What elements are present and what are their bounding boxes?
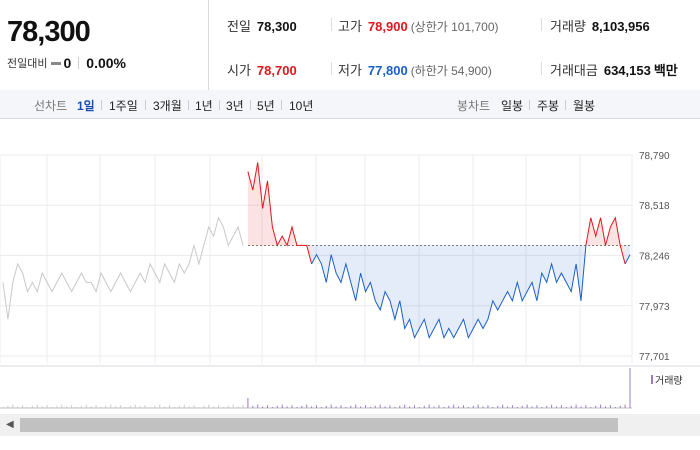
stat-prev-close: 전일 78,300 — [227, 16, 297, 35]
period-tabs: 선차트 1일 1주일 3개월 1년 3년 5년 10년 봉차트 일봉 주봉 월봉 — [0, 90, 700, 119]
y-tick-label: 78,246 — [639, 251, 670, 262]
scroll-left-icon[interactable]: ◀ — [6, 419, 14, 430]
tab-5y[interactable]: 5년 — [257, 99, 275, 113]
divider — [529, 100, 530, 110]
stat-low: 저가 77,800 (하한가 54,900) — [338, 60, 492, 79]
change-value: 0 — [63, 55, 72, 71]
divider — [281, 100, 282, 110]
divider — [331, 62, 332, 75]
stat-label: 거래량 — [550, 19, 586, 34]
down-line — [311, 245, 587, 340]
divider — [78, 57, 80, 69]
y-tick-label: 78,790 — [639, 151, 670, 162]
legend-swatch — [651, 375, 653, 384]
prev-session-line — [2, 216, 244, 320]
line-chart-label: 선차트 — [34, 99, 68, 113]
current-price: 78,300 — [7, 16, 91, 48]
chart-scrollbar[interactable]: ◀ — [0, 414, 700, 436]
stat-label: 저가 — [338, 63, 362, 78]
tab-1w[interactable]: 1주일 — [109, 99, 138, 113]
plot-area — [0, 119, 700, 364]
divider — [145, 100, 146, 110]
up-line — [247, 162, 313, 265]
y-tick-label: 78,518 — [639, 201, 670, 212]
candle-chart-label: 봉차트 — [457, 99, 491, 113]
lower-limit: (하한가 54,900) — [410, 64, 492, 78]
tab-daily[interactable]: 일봉 — [501, 99, 524, 113]
tab-monthly[interactable]: 월봉 — [573, 99, 596, 113]
y-tick-label: 77,973 — [639, 302, 670, 313]
up-area — [585, 217, 626, 264]
stat-value: 8,103,956 — [591, 19, 650, 34]
tab-3y[interactable]: 3년 — [226, 99, 244, 113]
tab-3m[interactable]: 3개월 — [153, 99, 182, 113]
tab-10y[interactable]: 10년 — [289, 99, 314, 113]
down-line — [624, 254, 631, 265]
stat-unit: 백만 — [653, 63, 678, 78]
down-area — [311, 245, 586, 338]
quote-header: 78,300 전일대비 0 0.00% 전일 78,300 고가 78,900 (상한… — [0, 0, 700, 91]
flat-icon — [51, 61, 62, 65]
stat-open: 시가 78,700 — [227, 60, 297, 79]
scrollbar-thumb[interactable] — [20, 418, 618, 432]
tab-weekly[interactable]: 주봉 — [537, 99, 560, 113]
price-chart[interactable]: 78,790 78,518 78,246 77,973 77,701 — [0, 119, 700, 414]
stats-panel: 전일 78,300 고가 78,900 (상한가 101,700) 거래량 8,103,… — [209, 0, 700, 90]
stat-volume: 거래량 8,103,956 — [550, 16, 650, 35]
up-area — [247, 162, 312, 264]
divider — [541, 62, 542, 75]
stat-label: 전일 — [227, 19, 251, 34]
stat-high: 고가 78,900 (상한가 101,700) — [338, 16, 499, 35]
stat-label: 시가 — [227, 63, 251, 78]
y-tick-label: 77,701 — [639, 352, 670, 363]
stat-label: 거래대금 — [550, 63, 598, 78]
stat-value: 78,900 — [367, 19, 408, 34]
tab-1y[interactable]: 1년 — [195, 99, 213, 113]
volume-legend: 거래량 — [651, 372, 683, 387]
stat-value: 77,800 — [367, 63, 408, 78]
divider — [101, 100, 102, 110]
change-percent: 0.00% — [86, 55, 126, 71]
divider — [188, 100, 189, 110]
stat-value: 634,153 — [603, 63, 651, 78]
change-label: 전일대비 — [7, 58, 48, 70]
upper-limit: (상한가 101,700) — [410, 20, 499, 34]
divider — [219, 100, 220, 110]
stat-amount: 거래대금 634,153 백만 — [550, 60, 678, 79]
divider — [331, 18, 332, 31]
price-box: 78,300 전일대비 0 0.00% — [0, 0, 209, 90]
stat-label: 고가 — [338, 19, 362, 34]
legend-label: 거래량 — [655, 376, 683, 387]
down-area — [625, 245, 630, 264]
stat-value: 78,700 — [256, 63, 297, 78]
up-line — [585, 216, 626, 265]
change-row: 전일대비 0 0.00% — [7, 55, 126, 71]
stat-value: 78,300 — [256, 19, 297, 34]
divider — [565, 100, 566, 110]
divider — [250, 100, 251, 110]
tab-1d[interactable]: 1일 — [77, 99, 95, 113]
divider — [541, 18, 542, 31]
